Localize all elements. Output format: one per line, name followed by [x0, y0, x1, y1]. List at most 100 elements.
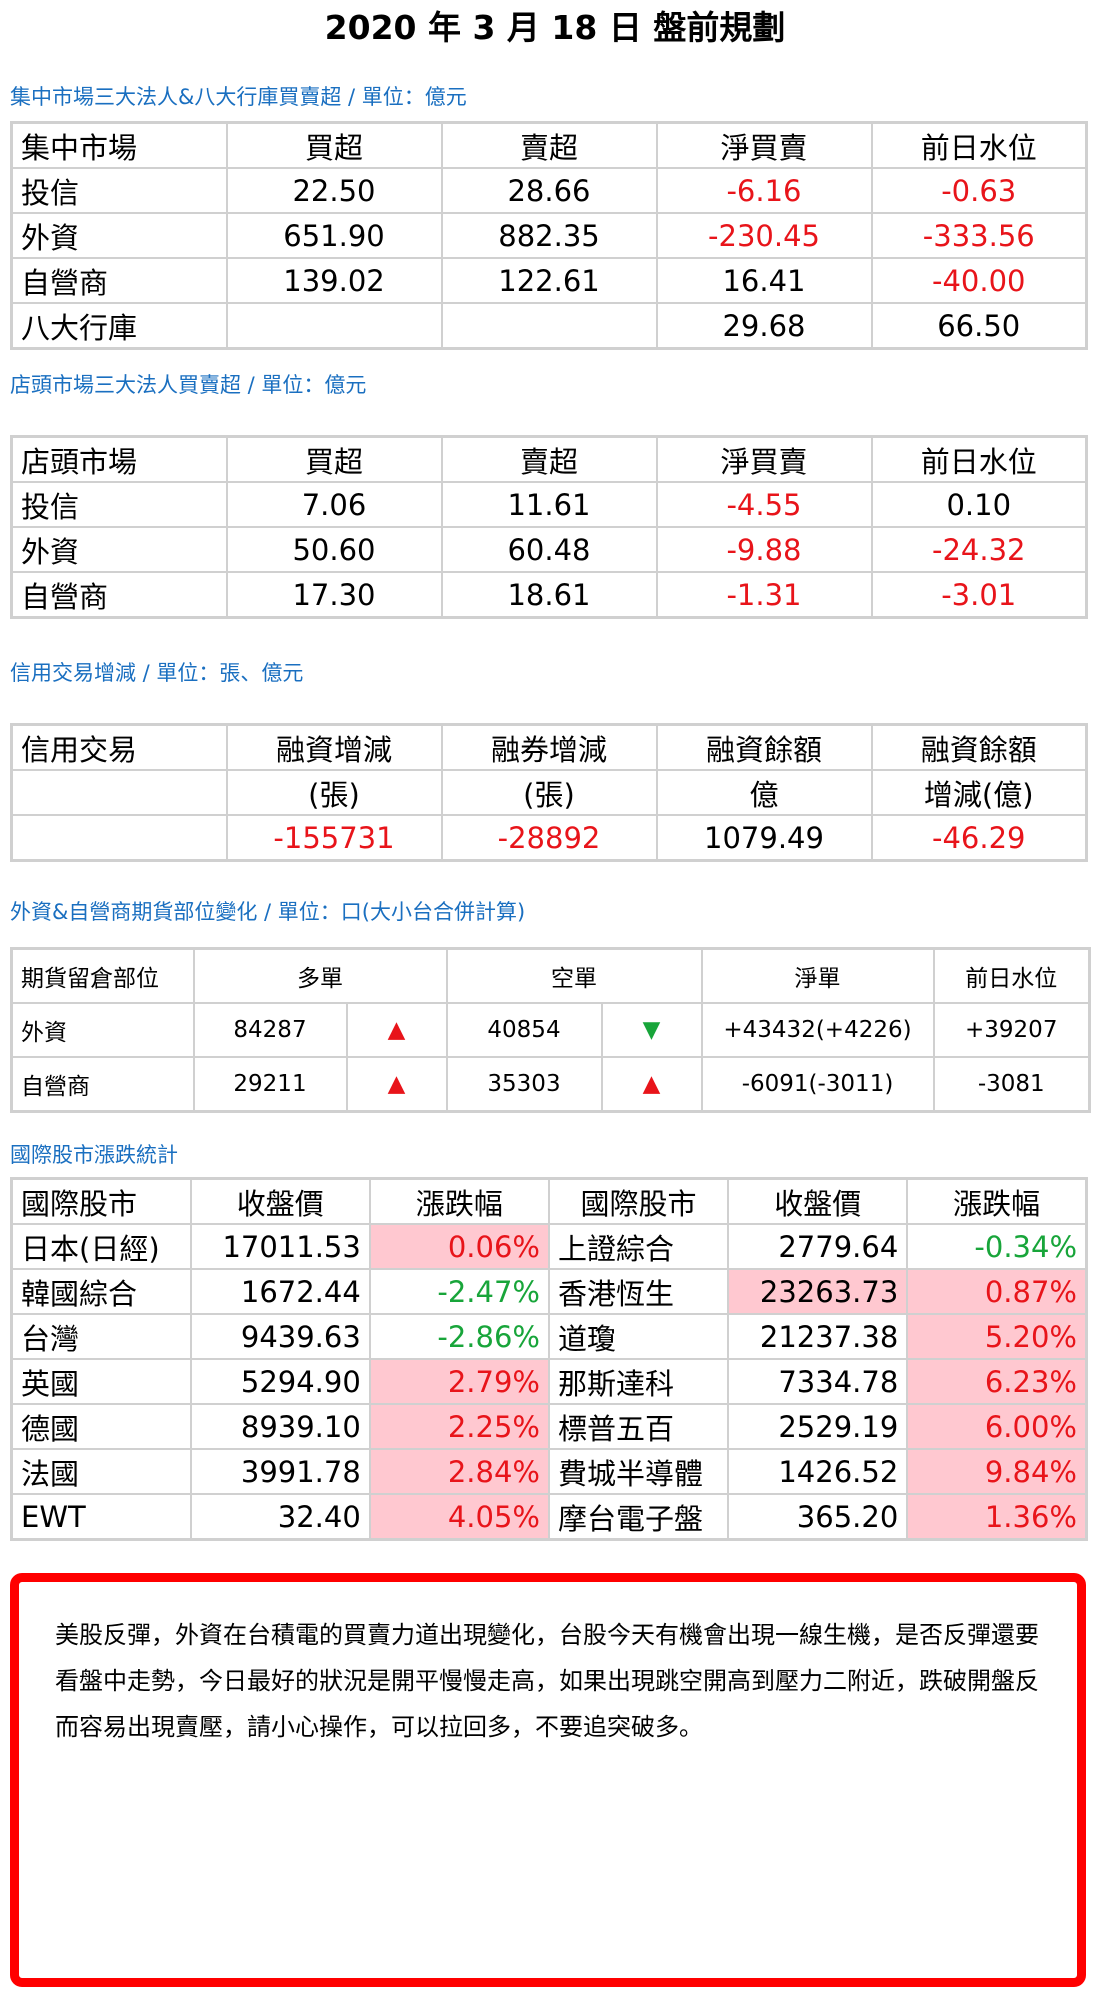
- table-row: 投信 7.06 11.61 -4.55 0.10: [10, 481, 1088, 528]
- prev-cell: -0.63: [870, 167, 1088, 214]
- subheader-cell: (張): [225, 769, 443, 816]
- table-row: 外資 50.60 60.48 -9.88 -24.32: [10, 526, 1088, 573]
- close-price: 2779.64: [727, 1223, 909, 1270]
- change-pct: 2.84%: [368, 1448, 550, 1495]
- subheader-cell: 億: [655, 769, 873, 816]
- sell-cell: 882.35: [440, 212, 658, 259]
- header-cell: 收盤價: [727, 1177, 909, 1225]
- sell-cell: 60.48: [440, 526, 658, 573]
- table-header-row: 期貨留倉部位 多單 空單 淨單 前日水位: [10, 947, 1091, 1004]
- row-label: 自營商: [10, 571, 228, 619]
- buy-cell: 651.90: [225, 212, 443, 259]
- net-cell: -6.16: [655, 167, 873, 214]
- header-cell: 賣超: [440, 435, 658, 483]
- header-cell: 淨單: [700, 947, 935, 1004]
- prev-cell: 0.10: [870, 481, 1088, 528]
- change-pct: 6.00%: [906, 1403, 1088, 1450]
- net-cell: -230.45: [655, 212, 873, 259]
- market-name: 道瓊: [547, 1313, 730, 1360]
- market-name: 法國: [10, 1448, 192, 1495]
- header-cell: 國際股市: [547, 1177, 730, 1225]
- close-price: 365.20: [727, 1493, 909, 1541]
- prev-cell: -3081: [932, 1056, 1091, 1113]
- sell-cell: 11.61: [440, 481, 658, 528]
- table-header-row: 集中市場 買超 賣超 淨買賣 前日水位: [10, 121, 1088, 169]
- margin-section-heading: 信用交易增減 / 單位：張、億元: [10, 661, 304, 685]
- prev-cell: 66.50: [870, 302, 1088, 350]
- row-label: 外資: [10, 212, 228, 259]
- header-cell: 收盤價: [189, 1177, 371, 1225]
- header-cell: 前日水位: [932, 947, 1091, 1004]
- table-row: 日本(日經) 17011.53 0.06% 上證綜合 2779.64 -0.34…: [10, 1223, 1088, 1270]
- market-name: 摩台電子盤: [547, 1493, 730, 1541]
- buy-cell: 50.60: [225, 526, 443, 573]
- commentary-text: 美股反彈，外資在台積電的買賣力道出現變化，台股今天有機會出現一線生機，是否反彈還…: [55, 1621, 1039, 1741]
- subheader-cell: 增減(億): [870, 769, 1088, 816]
- close-price: 8939.10: [189, 1403, 371, 1450]
- prev-cell: -3.01: [870, 571, 1088, 619]
- close-price: 21237.38: [727, 1313, 909, 1360]
- net-cell: -4.55: [655, 481, 873, 528]
- futures-positions-table: 期貨留倉部位 多單 空單 淨單 前日水位 外資 84287 ▲ 40854 ▼ …: [10, 947, 1091, 1113]
- header-cell: 前日水位: [870, 435, 1088, 483]
- market-name: 英國: [10, 1358, 192, 1405]
- table-header-row: 信用交易 融資增減 融券增減 融資餘額 融資餘額: [10, 723, 1088, 771]
- close-price: 1426.52: [727, 1448, 909, 1495]
- change-pct: -2.86%: [368, 1313, 550, 1360]
- change-pct: 2.25%: [368, 1403, 550, 1450]
- buy-cell: [225, 302, 443, 350]
- header-cell: 淨買賣: [655, 435, 873, 483]
- table-row: 外資 84287 ▲ 40854 ▼ +43432(+4226) +39207: [10, 1002, 1091, 1058]
- market-name: 德國: [10, 1403, 192, 1450]
- market-name: 上證綜合: [547, 1223, 730, 1270]
- close-price: 3991.78: [189, 1448, 371, 1495]
- header-cell: 空單: [445, 947, 703, 1004]
- row-label: 投信: [10, 481, 228, 528]
- intl-markets-table: 國際股市 收盤價 漲跌幅 國際股市 收盤價 漲跌幅 日本(日經) 17011.5…: [10, 1177, 1088, 1541]
- net-cell: +43432(+4226): [700, 1002, 935, 1058]
- header-cell: 前日水位: [870, 121, 1088, 169]
- prev-cell: -333.56: [870, 212, 1088, 259]
- header-cell: 買超: [225, 435, 443, 483]
- close-price: 23263.73: [727, 1268, 909, 1315]
- close-price: 5294.90: [189, 1358, 371, 1405]
- header-cell: 漲跌幅: [368, 1177, 550, 1225]
- futures-section-heading: 外資&自營商期貨部位變化 / 單位：口(大小台合併計算): [10, 900, 526, 924]
- net-cell: -6091(-3011): [700, 1056, 935, 1113]
- table-row: 德國 8939.10 2.25% 標普五百 2529.19 6.00%: [10, 1403, 1088, 1450]
- table-row: 自營商 139.02 122.61 16.41 -40.00: [10, 257, 1088, 304]
- close-price: 7334.78: [727, 1358, 909, 1405]
- page-title: 2020 年 3 月 18 日 盤前規劃: [324, 8, 786, 47]
- change-pct: 2.79%: [368, 1358, 550, 1405]
- header-cell: 期貨留倉部位: [10, 947, 195, 1004]
- header-cell: 集中市場: [10, 121, 228, 169]
- table-header-row: 店頭市場 買超 賣超 淨買賣 前日水位: [10, 435, 1088, 483]
- prev-cell: +39207: [932, 1002, 1091, 1058]
- intl-section-heading: 國際股市漲跌統計: [10, 1143, 178, 1167]
- header-cell: 漲跌幅: [906, 1177, 1088, 1225]
- short-cell: 40854: [445, 1002, 603, 1058]
- listed-market-table: 集中市場 買超 賣超 淨買賣 前日水位 投信 22.50 28.66 -6.16…: [10, 121, 1088, 350]
- row-label: 外資: [10, 1002, 195, 1058]
- sell-cell: 28.66: [440, 167, 658, 214]
- market-name: 標普五百: [547, 1403, 730, 1450]
- header-cell: 賣超: [440, 121, 658, 169]
- change-pct: 5.20%: [906, 1313, 1088, 1360]
- header-cell: 融資增減: [225, 723, 443, 771]
- change-pct: 9.84%: [906, 1448, 1088, 1495]
- sell-cell: 122.61: [440, 257, 658, 304]
- table-row: 自營商 29211 ▲ 35303 ▲ -6091(-3011) -3081: [10, 1056, 1091, 1113]
- prev-cell: -24.32: [870, 526, 1088, 573]
- row-label: 自營商: [10, 257, 228, 304]
- market-name: 費城半導體: [547, 1448, 730, 1495]
- subheader-cell: (張): [440, 769, 658, 816]
- header-cell: 融資餘額: [655, 723, 873, 771]
- long-cell: 84287: [192, 1002, 348, 1058]
- sell-cell: 18.61: [440, 571, 658, 619]
- otc-section-heading: 店頭市場三大法人買賣超 / 單位：億元: [10, 373, 367, 397]
- table-row: EWT 32.40 4.05% 摩台電子盤 365.20 1.36%: [10, 1493, 1088, 1541]
- header-cell: 店頭市場: [10, 435, 228, 483]
- close-price: 17011.53: [189, 1223, 371, 1270]
- net-cell: -1.31: [655, 571, 873, 619]
- market-name: EWT: [10, 1493, 192, 1541]
